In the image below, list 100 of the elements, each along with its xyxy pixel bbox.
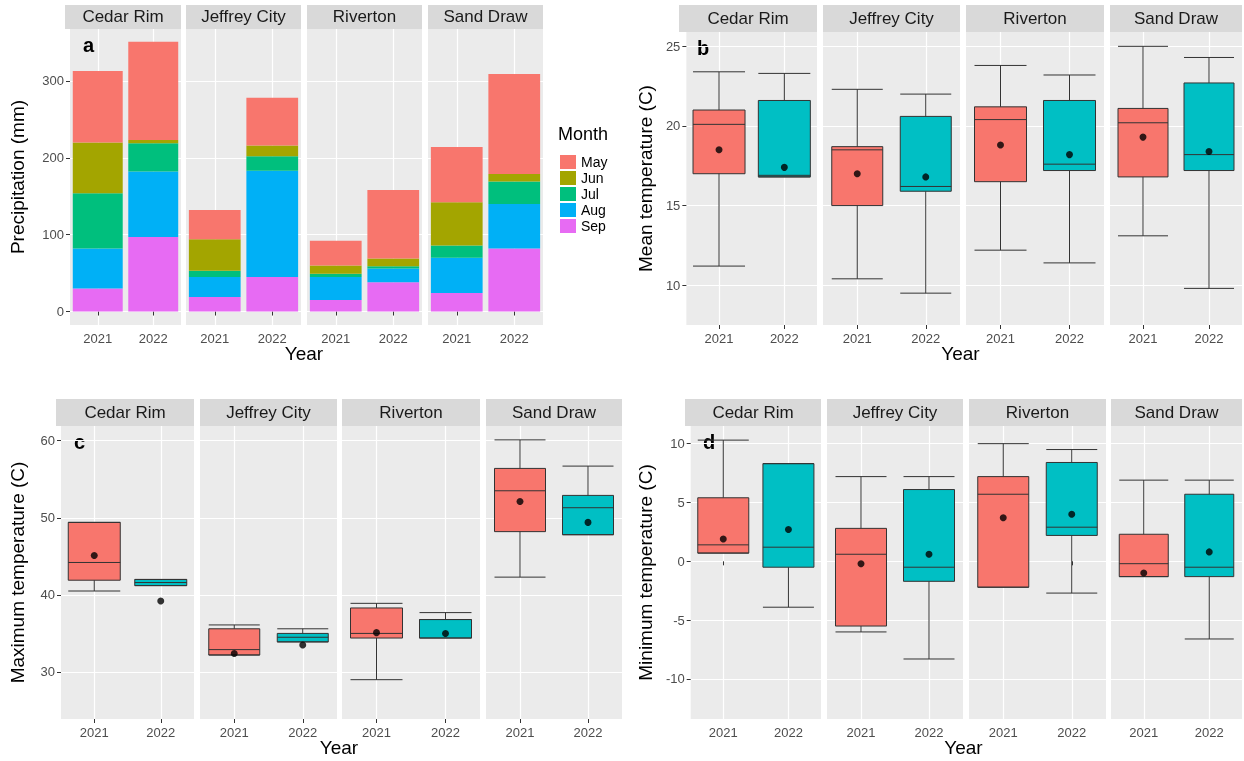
bar bbox=[128, 171, 179, 237]
bar bbox=[309, 265, 362, 274]
x-tick-label: 2022 bbox=[146, 725, 176, 740]
legend-title: Month bbox=[558, 124, 609, 144]
y-tick-label: 10 bbox=[670, 436, 685, 452]
chart-title: Sand Draw bbox=[1110, 5, 1242, 32]
x-tick-label: 2022 bbox=[1057, 725, 1087, 740]
bar bbox=[367, 282, 420, 312]
y-tick-label: 10 bbox=[665, 277, 681, 293]
bar bbox=[188, 276, 241, 297]
y-tick-label: 60 bbox=[40, 433, 55, 449]
annotation: a bbox=[83, 34, 95, 56]
y-axis-title: Minimum temperature (C) bbox=[635, 464, 656, 681]
bar bbox=[188, 239, 241, 271]
y-axis-title: Precipitation (mm) bbox=[7, 99, 28, 255]
bar bbox=[430, 257, 483, 294]
chart-title: Jeffrey City bbox=[823, 5, 960, 32]
legend-label: May bbox=[581, 154, 608, 170]
y-axis-title: Mean temperature (C) bbox=[635, 85, 656, 272]
chart-title: Jeffrey City bbox=[200, 399, 337, 426]
x-axis-title: Year bbox=[319, 737, 359, 759]
bar bbox=[72, 288, 123, 312]
chart-title: Cedar Rim bbox=[65, 5, 181, 29]
bar bbox=[488, 248, 541, 312]
y-tick-label: -10 bbox=[665, 671, 685, 687]
x-tick-label: 2022 bbox=[288, 725, 318, 740]
x-tick-label: 2021 bbox=[200, 331, 230, 346]
bar bbox=[128, 41, 179, 141]
y-tick-label: 50 bbox=[40, 510, 55, 526]
x-tick-label: 2022 bbox=[1194, 725, 1224, 740]
bar bbox=[367, 268, 420, 283]
x-tick-label: 2021 bbox=[986, 331, 1015, 346]
legend-label: Aug bbox=[581, 202, 606, 218]
bar bbox=[309, 276, 362, 301]
x-tick-label: 2022 bbox=[378, 331, 408, 346]
chart-title: Cedar Rim bbox=[679, 5, 817, 32]
y-tick-label: 0 bbox=[56, 304, 64, 320]
y-tick-label: 30 bbox=[40, 664, 55, 680]
bar bbox=[72, 70, 123, 143]
chart-title: Riverton bbox=[969, 399, 1106, 426]
chart-title: Sand Draw bbox=[428, 5, 543, 29]
bar bbox=[72, 193, 123, 249]
bar bbox=[430, 293, 483, 312]
y-tick-label: 40 bbox=[40, 587, 55, 603]
x-tick-label: 2022 bbox=[138, 331, 168, 346]
bar bbox=[188, 270, 241, 277]
y-tick-label: 5 bbox=[677, 494, 685, 510]
bar bbox=[246, 276, 299, 312]
bar bbox=[128, 140, 179, 144]
bar bbox=[488, 173, 541, 182]
x-tick-label: 2021 bbox=[1128, 331, 1158, 346]
bar bbox=[72, 142, 123, 194]
x-tick-label: 2021 bbox=[442, 331, 472, 346]
bar bbox=[188, 296, 241, 312]
bar bbox=[309, 300, 362, 312]
bar bbox=[128, 236, 179, 312]
chart-title: Sand Draw bbox=[1111, 399, 1242, 426]
x-tick-label: 2021 bbox=[704, 331, 734, 346]
y-tick-label: -5 bbox=[673, 612, 685, 628]
bar bbox=[309, 240, 362, 266]
y-tick-label: 100 bbox=[42, 227, 64, 243]
bar bbox=[309, 273, 362, 277]
chart-title: Sand Draw bbox=[486, 399, 622, 426]
bar bbox=[246, 156, 299, 171]
x-axis-title: Year bbox=[284, 343, 324, 365]
x-tick-label: 2021 bbox=[219, 725, 249, 740]
chart-title: Cedar Rim bbox=[56, 399, 194, 426]
bar bbox=[488, 181, 541, 204]
x-tick-label: 2021 bbox=[83, 331, 113, 346]
y-tick-label: 25 bbox=[665, 38, 681, 54]
x-tick-label: 2021 bbox=[842, 331, 872, 346]
y-tick-label: 15 bbox=[665, 198, 681, 214]
chart-title: Jeffrey City bbox=[827, 399, 963, 426]
bar bbox=[488, 73, 541, 174]
x-tick-label: 2021 bbox=[708, 725, 738, 740]
y-axis-title: Maximum temperature (C) bbox=[7, 461, 28, 684]
x-tick-label: 2022 bbox=[1194, 331, 1224, 346]
legend-label: Sep bbox=[581, 218, 607, 234]
bar bbox=[430, 147, 483, 203]
bar bbox=[246, 145, 299, 157]
bar bbox=[430, 202, 483, 246]
bar bbox=[488, 203, 541, 249]
y-tick-label: 300 bbox=[42, 73, 64, 89]
bar bbox=[188, 210, 241, 240]
x-tick-label: 2021 bbox=[321, 331, 351, 346]
x-tick-label: 2022 bbox=[914, 725, 944, 740]
x-tick-label: 2021 bbox=[846, 725, 876, 740]
x-tick-label: 2021 bbox=[1129, 725, 1159, 740]
chart-title: Riverton bbox=[966, 5, 1104, 32]
x-axis-title: Year bbox=[944, 737, 983, 759]
y-tick-label: 0 bbox=[677, 553, 685, 569]
bar bbox=[72, 248, 123, 289]
x-tick-label: 2022 bbox=[573, 725, 603, 740]
bar bbox=[430, 245, 483, 258]
y-tick-label: 200 bbox=[42, 150, 64, 166]
y-tick-label: 20 bbox=[665, 118, 681, 134]
bar bbox=[246, 170, 299, 277]
x-tick-label: 2022 bbox=[769, 331, 799, 346]
legend-label: Jul bbox=[581, 186, 599, 202]
chart-title: Jeffrey City bbox=[186, 5, 301, 29]
